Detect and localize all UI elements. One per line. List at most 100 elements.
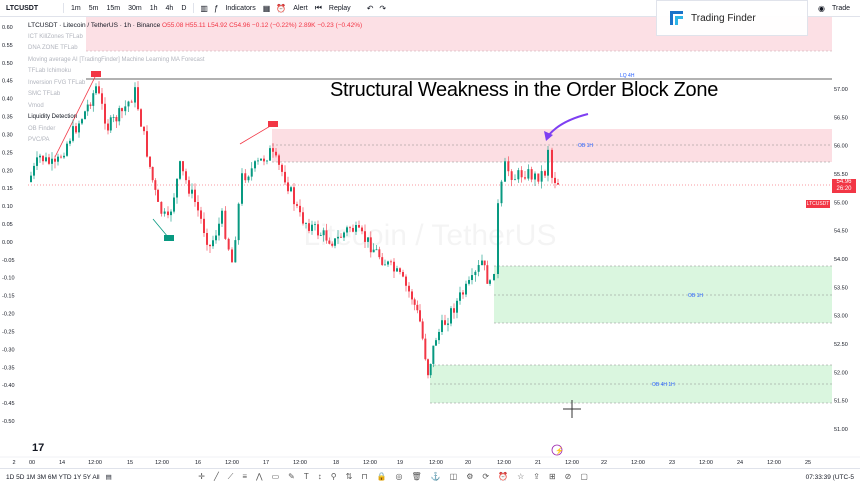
layers-icon[interactable]: ◫ [449,472,458,481]
date-range-buttons[interactable]: 1D 5D 1M 3M 6M YTD 1Y 5Y All [6,473,100,481]
tf-1h[interactable]: 1h [149,4,158,12]
measure-icon[interactable]: ↕ [317,472,322,481]
tf-30m[interactable]: 30m [128,4,142,12]
candle-body [514,179,516,181]
candle-body [163,211,166,214]
left-axis-tick: 0.45 [2,79,13,85]
time-axis-tick: 12:00 [631,460,645,466]
indicator-row[interactable]: SMC TFLab [28,91,61,97]
legend-title: LTCUSDT · Litecoin / TetherUS · 1h · Bin… [28,22,161,29]
brush-icon[interactable]: ✎ [288,472,295,481]
lock-icon[interactable]: 🔒 [376,472,387,481]
candle-body [544,171,546,176]
candle-body [121,108,123,112]
indicators-button[interactable]: Indicators [225,4,256,12]
candle-body [63,155,65,158]
star-icon[interactable]: ☆ [517,472,525,481]
left-axis-tick: -0.35 [2,365,15,371]
candle-body [221,210,223,224]
candle-body [260,158,262,161]
cursor-icon[interactable]: ✛ [198,472,205,481]
alert-button[interactable]: Alert [293,4,308,12]
redo-icon[interactable]: ↷ [379,3,387,13]
indicators-icon[interactable]: ƒ [213,3,219,13]
candle-body [331,243,334,246]
right-axis-tick: 51.50 [834,399,848,405]
right-axis-tick: 53.00 [834,314,848,320]
candle-body [453,308,455,313]
right-axis-tick: 56.50 [834,115,848,121]
candle-body [231,249,233,263]
candle-body [234,240,237,263]
replay-icon[interactable]: ⏮ [314,3,322,12]
text-icon[interactable]: T [303,472,309,481]
time-axis[interactable]: 2 00 14 12:00 15 12:00 16 12:00 17 12:00 18 12:00 19… [0,456,860,466]
indicator-row[interactable]: Moving average AI [TradingFinder] Machin… [28,56,205,63]
pattern-icon[interactable]: ⋀ [256,472,263,481]
right-price-axis[interactable]: 57.00 56.50 56.00 55.50 55.00 54.50 54.00 53.50… [834,87,848,433]
indicator-row[interactable]: DNA ZONE TFLab [28,45,78,51]
ruler-icon[interactable]: ⊞ [548,472,556,481]
clock[interactable]: 07:33:39 (UTC-5 [805,473,854,481]
candle-body [396,268,398,272]
candle-body [272,148,274,152]
bell-icon[interactable]: ⏰ [498,472,509,481]
alert-icon[interactable]: ⏰ [276,3,287,13]
chart-type-icon[interactable]: ▥ [200,3,208,13]
candle-body [45,157,47,162]
trendline-icon[interactable]: ╱ [213,472,219,481]
tf-1m[interactable]: 1m [71,4,81,12]
layout-icon[interactable]: ▦ [262,3,271,13]
ray-icon[interactable]: ⟋ [227,472,234,481]
settings-icon[interactable]: ⚙ [466,472,474,481]
candle-body [266,160,268,162]
right-axis-tick: 56.00 [834,144,848,150]
candle-body [134,87,136,103]
candle-body [504,161,506,182]
candle-body [510,171,513,180]
legend-title-row[interactable]: LTCUSDT · Litecoin / TetherUS · 1h · Bin… [28,20,362,32]
window-icon[interactable]: ▢ [580,472,588,481]
candle-body [154,180,157,190]
trade-button[interactable]: Trade [831,4,850,12]
goto-date-icon[interactable]: ▤ [105,474,112,481]
hide-icon[interactable]: ⊘ [564,472,572,481]
sync-icon[interactable]: ⟳ [482,472,490,481]
time-axis-tick: 14 [59,460,65,466]
candle-body [194,189,196,202]
anchor-icon[interactable]: ⚓ [430,472,441,481]
indicator-row[interactable]: Vmod [28,102,44,109]
camera-icon[interactable]: ◉ [817,3,825,13]
indicator-row[interactable]: ICT KillZones TFLab [28,33,83,40]
eye-icon[interactable]: ◎ [395,472,403,481]
zoom-icon[interactable]: ⚲ [330,472,337,481]
chart-area[interactable]: LQ 4H OB 1H OB 1H OB 4H 1H Litecoin / Te… [0,17,860,467]
magnet-icon[interactable]: ⊓ [361,472,368,481]
left-axis-tick: 0.25 [2,150,13,156]
candle-body [98,86,100,94]
candle-body [554,177,556,184]
candle-body [387,261,389,265]
indicator-row[interactable]: Inversion FVG TFLab [28,79,86,86]
tf-4h[interactable]: 4h [165,4,174,12]
replay-button[interactable]: Replay [328,4,351,12]
trash-icon[interactable]: 🗑 [411,472,422,481]
indicator-row[interactable]: PVC/PA [28,137,50,143]
indicator-row[interactable]: Liquidity Detection [28,114,78,120]
tf-5m[interactable]: 5m [88,4,99,12]
tf-15m[interactable]: 15m [106,4,121,12]
event-lightning-icon[interactable] [551,444,563,456]
share-icon[interactable]: ⇪ [533,472,540,481]
symbol-search[interactable]: LTCUSDT [6,4,39,12]
time-axis-tick: 16 [195,460,201,466]
fib-icon[interactable]: ≡ [242,472,248,481]
indicator-row[interactable]: OB Finder [28,125,56,132]
candle-body [486,265,489,284]
indicator-row[interactable]: TFLab Ichimoku [28,68,72,74]
drawing-tools: ✛ ╱ ⟋ ≡ ⋀ ▭ ✎ T ↕ ⚲ ⇅ ⊓ 🔒 ◎ 🗑 ⚓ ◫ ⚙ ⟳ ⏰ … [194,472,593,482]
rectangle-icon[interactable]: ▭ [271,472,280,481]
long-position-icon[interactable]: ⇅ [345,472,353,481]
tf-d[interactable]: D [181,4,187,12]
undo-icon[interactable]: ↶ [366,3,374,13]
candle-body [527,169,530,179]
